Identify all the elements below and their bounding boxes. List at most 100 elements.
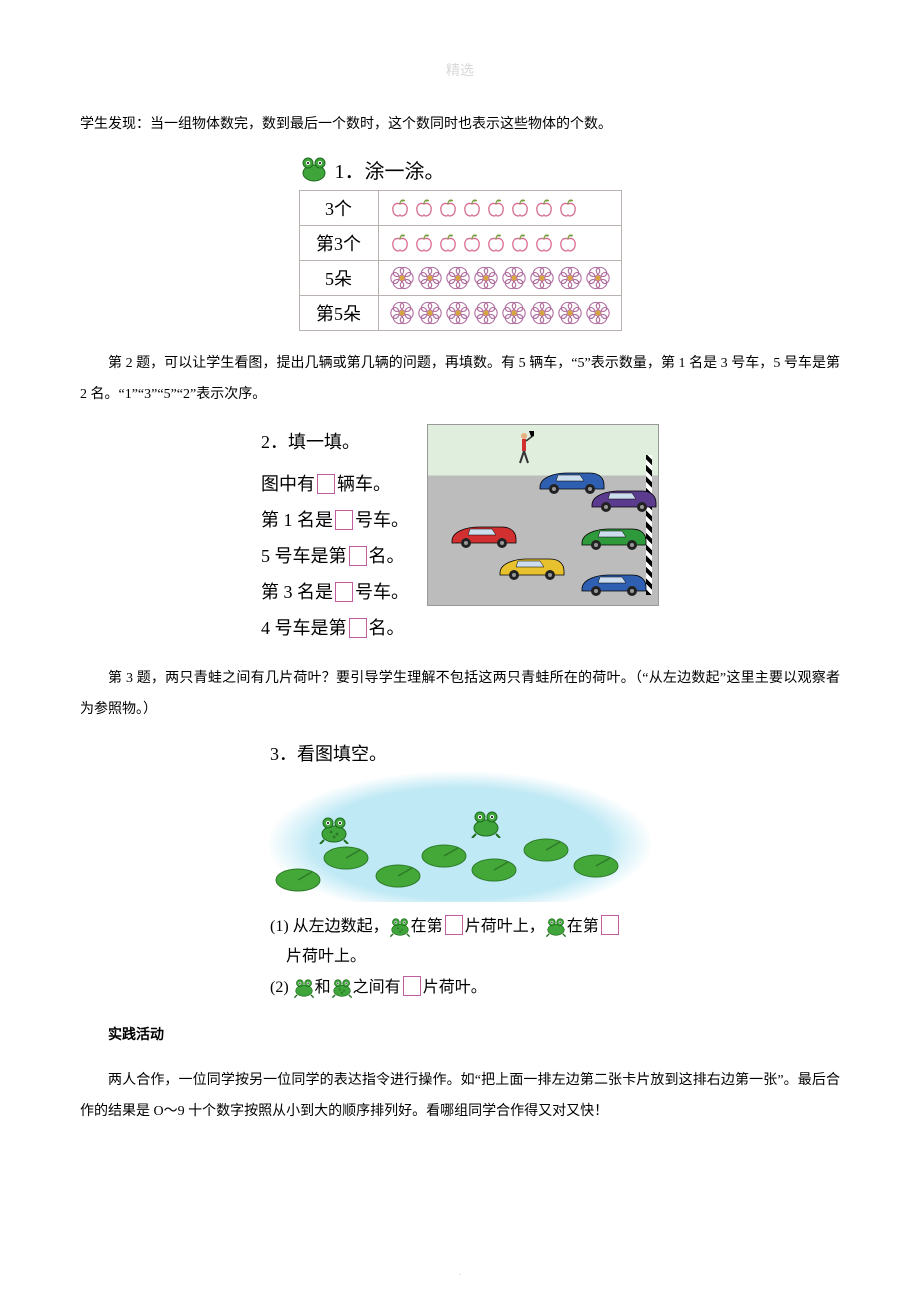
exercise-3-text: (1) 从左边数起，在第片荷叶上，在第 片荷叶上。 (2) 和之间有片荷叶。 [270,912,650,1003]
row-label: 第5朵 [299,295,378,330]
text-fragment: 号车。 [355,582,409,602]
flower-icon [417,265,443,291]
exercise-3-line-1: (1) 从左边数起，在第片荷叶上，在第 片荷叶上。 [270,912,650,973]
exercise-3-title: 3．看图填空。 [270,740,650,766]
exercise-1-table: 3个第3个5朵第5朵 [299,190,622,331]
exercise-1-figure: 1．涂一涂。 3个第3个5朵第5朵 [80,155,840,331]
blank-box [317,474,335,494]
row-label: 第3个 [299,225,378,260]
lily-pad-icon [522,834,570,862]
flower-icon [501,300,527,326]
text-fragment: 图中有 [261,474,315,494]
flower-icon [501,265,527,291]
fill-line: 4 号车是第 名。 [261,610,409,646]
row-icons [378,190,621,225]
frog-plain-icon [470,808,502,838]
row-icons [378,295,621,330]
frog-plain-icon [545,916,567,936]
exercise-1-title: 1．涂一涂。 [299,155,622,184]
lily-pad-icon [322,842,370,870]
row-label: 3个 [299,190,378,225]
car-icon [578,571,648,597]
apple-icon [413,232,435,254]
text-fragment: 第 3 名是 [261,582,333,602]
header-watermark: 精选 [80,60,840,80]
frog-spotted-icon [389,916,411,936]
fill-line: 第 3 名是 号车。 [261,574,409,610]
cars-scene [427,424,659,606]
text-fragment: 第 1 名是 [261,510,333,530]
text-fragment: 辆车。 [337,474,391,494]
exercise-1-title-text: 1．涂一涂。 [335,155,445,184]
fill-line: 第 1 名是 号车。 [261,502,409,538]
flower-icon [585,300,611,326]
apple-icon [509,197,531,219]
blank-box [403,976,421,996]
flower-icon [557,300,583,326]
flower-icon [473,265,499,291]
frog-plain-icon [293,977,315,997]
footer-mark: . [0,1267,920,1278]
apple-icon [533,197,555,219]
blank-box [349,546,367,566]
flagman-icon [514,431,534,465]
lily-pad-icon [374,860,422,888]
exercise-2-figure: 2．填一填。 图中有辆车。第 1 名是号车。5 号车是第名。第 3 名是号车。4… [80,424,840,646]
frog-icon [299,155,329,183]
table-row: 第5朵 [299,295,621,330]
apple-icon [485,232,507,254]
exercise-2-title: 2．填一填。 [261,424,409,460]
apple-icon [461,232,483,254]
fill-line: 图中有 辆车。 [261,466,409,502]
apple-icon [509,232,531,254]
apple-icon [557,197,579,219]
section-heading: 实践活动 [80,1021,840,1052]
apple-icon [437,197,459,219]
table-row: 5朵 [299,260,621,295]
apple-icon [533,232,555,254]
paragraph-4: 两人合作，一位同学按另一位同学的表达指令进行操作。如“把上面一排左边第二张卡片放… [80,1066,840,1128]
flower-icon [585,265,611,291]
fill-line: 5 号车是第名。 [261,538,409,574]
apple-icon [413,197,435,219]
row-label: 5朵 [299,260,378,295]
blank-box [445,915,463,935]
blank-box [335,582,353,602]
car-icon [578,525,648,551]
apple-icon [557,232,579,254]
lily-pad-icon [572,850,620,878]
text-fragment: 名。 [369,618,405,638]
lily-pad-icon [470,854,518,882]
paragraph-2: 第 2 题，可以让学生看图，提出几辆或第几辆的问题，再填数。有 5 辆车，“5”… [80,349,840,411]
page: 精选 学生发现：当一组物体数完，数到最后一个数时，这个数同时也表示这些物体的个数… [0,0,920,1302]
flower-icon [445,300,471,326]
apple-icon [437,232,459,254]
text-fragment: 号车。 [355,510,409,530]
pond-scene [270,772,650,902]
apple-icon [461,197,483,219]
row-icons [378,225,621,260]
paragraph-3: 第 3 题，两只青蛙之间有几片荷叶？要引导学生理解不包括这两只青蛙所在的荷叶。（… [80,664,840,726]
car-icon [448,523,518,549]
flower-icon [389,300,415,326]
apple-icon [485,197,507,219]
car-icon [496,555,566,581]
table-row: 第3个 [299,225,621,260]
exercise-3-line-2: (2) 和之间有片荷叶。 [270,973,650,1003]
apple-icon [389,232,411,254]
flower-icon [529,300,555,326]
row-icons [378,260,621,295]
table-row: 3个 [299,190,621,225]
text-fragment: 4 号车是第 [261,618,347,638]
blank-box [601,915,619,935]
apple-icon [389,197,411,219]
flower-icon [445,265,471,291]
flower-icon [473,300,499,326]
car-icon [588,487,658,513]
paragraph-1: 学生发现：当一组物体数完，数到最后一个数时，这个数同时也表示这些物体的个数。 [80,110,840,141]
flower-icon [417,300,443,326]
lily-pad-icon [420,840,468,868]
lily-pad-icon [274,864,322,892]
text-fragment: 5 号车是第 [261,546,347,566]
exercise-3-figure: 3．看图填空。 (1) 从左边数起，在第片荷叶上，在第 片荷叶上。 (2) 和之… [80,740,840,1003]
